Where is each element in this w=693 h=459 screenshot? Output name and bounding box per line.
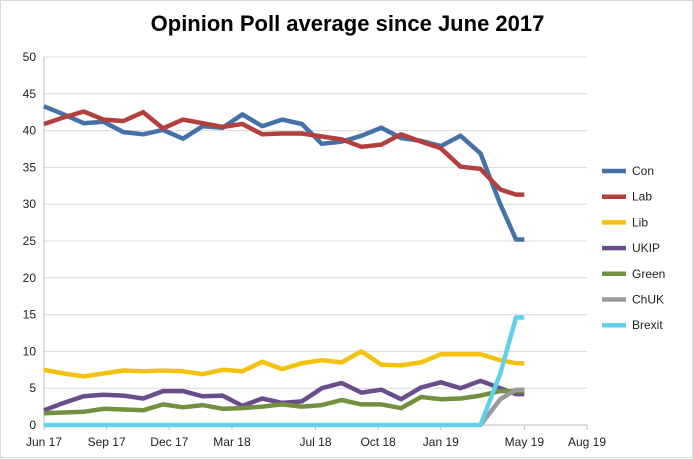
x-tick-label: Jun 17	[26, 435, 62, 449]
series-line-lab	[43, 109, 525, 197]
y-tick-label: 35	[23, 160, 37, 174]
series-line-lib	[43, 349, 525, 379]
series-line-chuk	[478, 387, 525, 427]
legend-label-brexit: Brexit	[632, 318, 663, 332]
x-tick-label: Aug 19	[568, 435, 606, 449]
y-tick-label: 40	[23, 124, 37, 138]
y-tick-label: 45	[23, 87, 37, 101]
series-line-brexit	[44, 315, 525, 428]
y-tick-label: 5	[29, 381, 36, 395]
chart-title: Opinion Poll average since June 2017	[150, 11, 545, 36]
legend-label-lib: Lib	[632, 215, 648, 229]
x-tick-label: Sep 17	[88, 435, 126, 449]
legend: Con Lab Lib UKIP Green ChUK Brexit	[602, 164, 665, 332]
legend-label-lab: Lab	[632, 190, 652, 204]
gridlines	[44, 56, 587, 389]
x-tick-label: Mar 18	[213, 435, 251, 449]
legend-label-chuk: ChUK	[632, 293, 664, 307]
legend-label-green: Green	[632, 267, 665, 281]
x-tick-label: Jan 19	[423, 435, 459, 449]
y-tick-label: 30	[23, 197, 37, 211]
series-line-green	[43, 388, 525, 416]
y-tick-label: 50	[23, 50, 37, 64]
x-tick-label: Dec 17	[150, 435, 188, 449]
series-line-con	[43, 104, 525, 242]
series-line-ukip	[43, 378, 525, 413]
x-tick-label: Oct 18	[360, 435, 396, 449]
y-tick-label: 20	[23, 271, 37, 285]
y-tick-label: 15	[23, 308, 37, 322]
legend-label-ukip: UKIP	[632, 241, 660, 255]
series-lines	[43, 104, 525, 428]
y-tick-label: 0	[29, 418, 36, 432]
x-tick-label: May 19	[505, 435, 545, 449]
x-tick-label: Jul 18	[299, 435, 331, 449]
y-tick-label: 10	[23, 344, 37, 358]
y-tick-label: 25	[23, 234, 37, 248]
legend-label-con: Con	[632, 164, 654, 178]
